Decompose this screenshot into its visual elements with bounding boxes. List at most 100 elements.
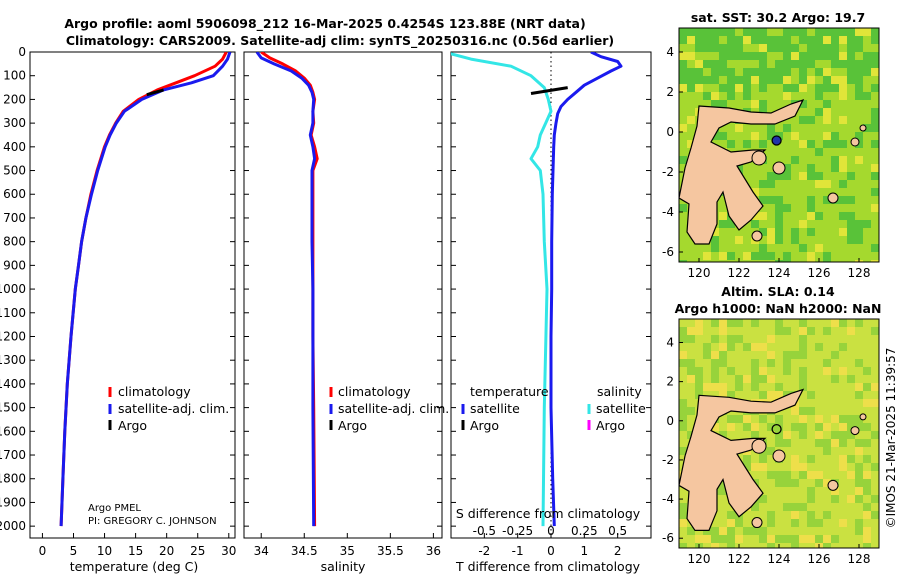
map-cell xyxy=(815,455,823,463)
map-cell xyxy=(799,132,807,140)
map-cell xyxy=(775,527,783,535)
map-cell xyxy=(759,60,767,68)
map-cell xyxy=(855,511,863,519)
map-cell xyxy=(679,423,687,431)
map-cell xyxy=(767,132,775,140)
map-cell xyxy=(831,60,839,68)
map-cell xyxy=(703,28,711,36)
map-cell xyxy=(791,535,799,543)
map-cell xyxy=(783,511,791,519)
map-cell xyxy=(679,343,687,351)
map-cell xyxy=(807,228,815,236)
map-cell xyxy=(679,375,687,383)
map-cell xyxy=(735,140,743,148)
map-cell xyxy=(791,196,799,204)
map-cell xyxy=(783,92,791,100)
map-cell xyxy=(815,76,823,84)
map-cell xyxy=(775,503,783,511)
map-cell xyxy=(839,76,847,84)
map-yticklabel: -2 xyxy=(662,165,674,179)
map-cell xyxy=(679,84,687,92)
map-cell xyxy=(807,172,815,180)
map-cell xyxy=(823,343,831,351)
map-cell xyxy=(871,543,879,548)
map-cell xyxy=(767,543,775,548)
map-cell xyxy=(711,543,719,548)
map-cell xyxy=(711,60,719,68)
map-cell xyxy=(703,92,711,100)
map-cell xyxy=(767,164,775,172)
map-cell xyxy=(823,68,831,76)
map-cell xyxy=(815,188,823,196)
map-cell xyxy=(799,383,807,391)
map-cell xyxy=(727,28,735,36)
map-cell xyxy=(815,399,823,407)
map-yticklabel: -2 xyxy=(662,453,674,467)
map-cell xyxy=(783,68,791,76)
difference-x-ticklabel: 0 xyxy=(547,544,555,558)
map-cell xyxy=(743,527,751,535)
map-cell xyxy=(815,479,823,487)
map-cell xyxy=(719,124,727,132)
map-cell xyxy=(751,527,759,535)
map-cell xyxy=(847,431,855,439)
map-cell xyxy=(823,252,831,260)
map-cell xyxy=(783,431,791,439)
s-difference-label: S difference from climatology xyxy=(456,506,641,521)
map-cell xyxy=(727,76,735,84)
map-cell xyxy=(735,132,743,140)
map-cell xyxy=(807,383,815,391)
map-cell xyxy=(799,431,807,439)
map-cell xyxy=(831,351,839,359)
map-cell xyxy=(759,204,767,212)
map-cell xyxy=(847,415,855,423)
map-cell xyxy=(751,535,759,543)
map-cell xyxy=(743,36,751,44)
map-cell xyxy=(815,212,823,220)
map-cell xyxy=(751,164,759,172)
map-cell xyxy=(815,391,823,399)
map-cell xyxy=(839,503,847,511)
map-cell xyxy=(727,503,735,511)
map-cell xyxy=(807,479,815,487)
map-cell xyxy=(871,196,879,204)
map-cell xyxy=(855,367,863,375)
map-cell xyxy=(719,252,727,260)
map-cell xyxy=(679,44,687,52)
map-cell xyxy=(799,236,807,244)
map-cell xyxy=(863,108,871,116)
map-cell xyxy=(687,236,695,244)
map-cell xyxy=(727,535,735,543)
map-cell xyxy=(735,164,743,172)
map-cell xyxy=(751,44,759,52)
map-cell xyxy=(871,260,879,262)
small-island xyxy=(827,479,839,491)
map-cell xyxy=(735,415,743,423)
map-cell xyxy=(711,383,719,391)
map-cell xyxy=(831,487,839,495)
map-cell xyxy=(783,100,791,108)
map-cell xyxy=(815,407,823,415)
map-cell xyxy=(743,164,751,172)
map-cell xyxy=(831,423,839,431)
map-cell xyxy=(839,252,847,260)
map-cell xyxy=(799,244,807,252)
map-cell xyxy=(719,212,727,220)
map-cell xyxy=(831,204,839,212)
map-cell xyxy=(711,343,719,351)
map-cell xyxy=(711,535,719,543)
map-cell xyxy=(823,511,831,519)
map-cell xyxy=(775,92,783,100)
map-cell xyxy=(855,84,863,92)
map-cell xyxy=(727,359,735,367)
map-cell xyxy=(799,172,807,180)
map-cell xyxy=(855,391,863,399)
map-cell xyxy=(767,92,775,100)
map-cell xyxy=(831,116,839,124)
map-cell xyxy=(711,375,719,383)
map-cell xyxy=(823,359,831,367)
map-cell xyxy=(775,148,783,156)
map-cell xyxy=(799,415,807,423)
s-difference-ticklabel: 0.25 xyxy=(571,524,598,538)
map-cell xyxy=(799,116,807,124)
